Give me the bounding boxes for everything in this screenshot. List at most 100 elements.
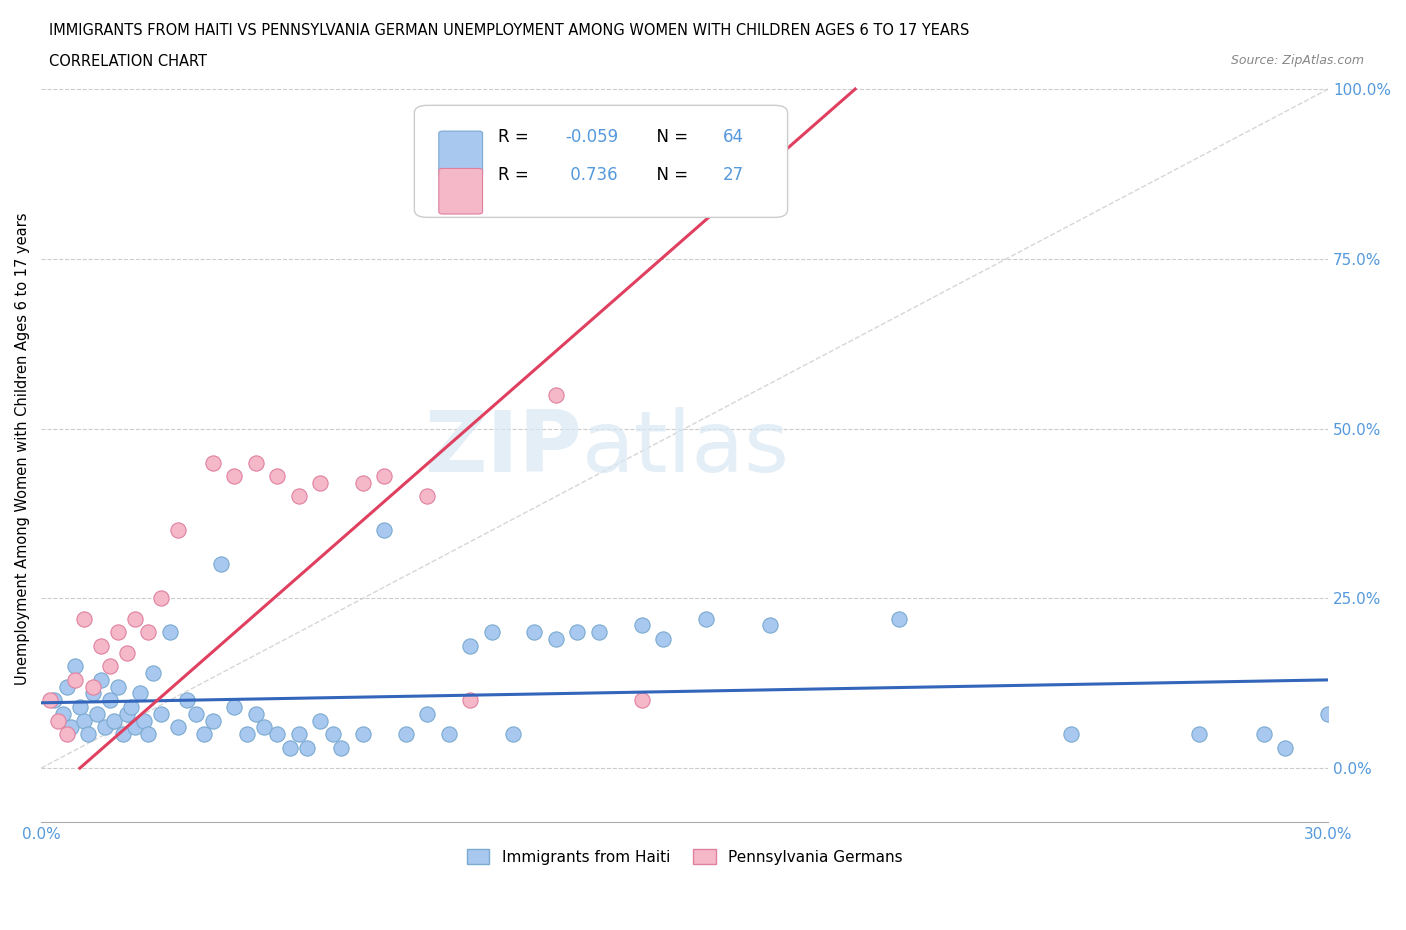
Point — [652, 631, 675, 646]
Point — [98, 693, 121, 708]
Point — [278, 740, 301, 755]
Point — [395, 726, 418, 741]
Point — [309, 713, 332, 728]
Text: R =: R = — [498, 166, 534, 184]
Point — [245, 707, 267, 722]
Point — [128, 686, 150, 701]
Point — [224, 469, 246, 484]
Point — [1317, 707, 1340, 722]
Point — [142, 666, 165, 681]
Point — [150, 591, 173, 605]
Point — [373, 523, 395, 538]
Text: IMMIGRANTS FROM HAITI VS PENNSYLVANIA GERMAN UNEMPLOYMENT AMONG WOMEN WITH CHILD: IMMIGRANTS FROM HAITI VS PENNSYLVANIA GE… — [49, 23, 970, 38]
Text: N =: N = — [645, 127, 693, 146]
Point — [124, 720, 146, 735]
Point — [245, 455, 267, 470]
Point — [56, 679, 79, 694]
Point — [253, 720, 276, 735]
Point — [352, 726, 374, 741]
Legend: Immigrants from Haiti, Pennsylvania Germans: Immigrants from Haiti, Pennsylvania Germ… — [460, 843, 908, 870]
FancyBboxPatch shape — [439, 168, 482, 214]
Point — [82, 686, 104, 701]
Point — [138, 726, 160, 741]
Point — [103, 713, 125, 728]
FancyBboxPatch shape — [415, 105, 787, 218]
Text: 27: 27 — [723, 166, 744, 184]
Point — [266, 469, 288, 484]
Text: 0.736: 0.736 — [565, 166, 617, 184]
Point — [65, 672, 87, 687]
Point — [69, 699, 91, 714]
Point — [458, 693, 481, 708]
Point — [287, 726, 309, 741]
Point — [94, 720, 117, 735]
Point — [73, 713, 96, 728]
Point — [224, 699, 246, 714]
Point — [51, 707, 73, 722]
Y-axis label: Unemployment Among Women with Children Ages 6 to 17 years: Unemployment Among Women with Children A… — [15, 213, 30, 685]
Point — [124, 611, 146, 626]
Text: atlas: atlas — [582, 407, 790, 490]
Point — [630, 693, 652, 708]
Point — [481, 625, 503, 640]
Point — [107, 679, 129, 694]
Point — [502, 726, 524, 741]
Point — [167, 720, 190, 735]
Point — [287, 489, 309, 504]
Point — [588, 109, 610, 124]
Point — [184, 707, 207, 722]
Point — [82, 679, 104, 694]
Point — [567, 625, 589, 640]
Point — [90, 672, 112, 687]
Point — [630, 618, 652, 633]
Text: N =: N = — [645, 166, 693, 184]
Point — [38, 693, 60, 708]
Point — [209, 557, 232, 572]
Point — [373, 469, 395, 484]
Point — [295, 740, 318, 755]
Point — [150, 707, 173, 722]
Point — [98, 658, 121, 673]
Point — [159, 625, 181, 640]
Point — [887, 611, 910, 626]
Point — [416, 707, 439, 722]
Point — [201, 713, 224, 728]
Point — [115, 707, 138, 722]
Point — [759, 618, 782, 633]
Text: 64: 64 — [723, 127, 744, 146]
FancyBboxPatch shape — [439, 131, 482, 177]
Point — [65, 658, 87, 673]
Point — [437, 726, 460, 741]
Point — [115, 645, 138, 660]
Point — [77, 726, 100, 741]
Point — [1060, 726, 1083, 741]
Point — [193, 726, 215, 741]
Point — [1274, 740, 1296, 755]
Point — [352, 475, 374, 490]
Point — [56, 726, 79, 741]
Point — [309, 475, 332, 490]
Point — [60, 720, 83, 735]
Point — [107, 625, 129, 640]
Point — [46, 713, 69, 728]
Point — [416, 489, 439, 504]
Point — [201, 455, 224, 470]
Point — [544, 387, 567, 402]
Point — [138, 625, 160, 640]
Text: ZIP: ZIP — [425, 407, 582, 490]
Point — [266, 726, 288, 741]
Point — [523, 625, 546, 640]
Point — [544, 631, 567, 646]
Point — [322, 726, 344, 741]
Point — [1253, 726, 1275, 741]
Point — [236, 726, 259, 741]
Text: R =: R = — [498, 127, 534, 146]
Point — [120, 699, 142, 714]
Point — [73, 611, 96, 626]
Text: CORRELATION CHART: CORRELATION CHART — [49, 54, 207, 69]
Point — [695, 611, 717, 626]
Point — [176, 693, 198, 708]
Point — [167, 523, 190, 538]
Point — [132, 713, 155, 728]
Point — [330, 740, 353, 755]
